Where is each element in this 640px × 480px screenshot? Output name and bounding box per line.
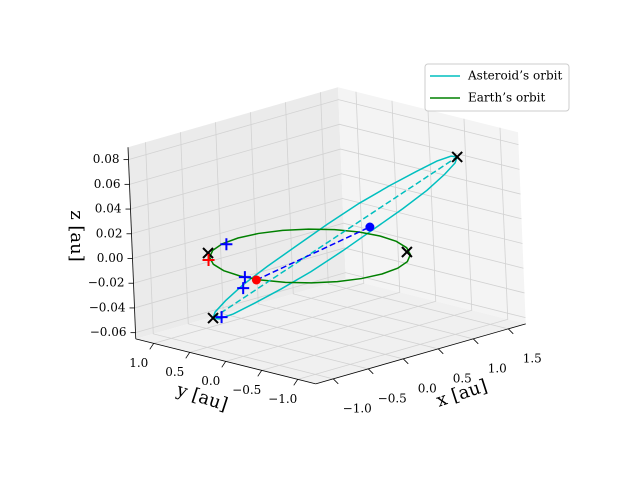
grid-line xyxy=(135,272,526,334)
x-tick xyxy=(472,338,479,345)
point-marker xyxy=(202,254,215,266)
plot-area: −1.0 −0.5 0.0 0.5 1.0 1.5 1.0 0.5 0.0 −0.5 −1.0 −0.… xyxy=(88,87,542,415)
dashed-line xyxy=(212,156,458,319)
z-axis-label: z [au] xyxy=(66,210,87,262)
point-marker xyxy=(215,311,228,324)
grid-line xyxy=(132,198,523,259)
x-tick xyxy=(437,348,444,355)
grid-line xyxy=(250,112,439,350)
x-tick-label: −1.0 xyxy=(343,401,372,415)
z-tick-label: 0.08 xyxy=(93,152,120,166)
x-tick-label: −0.5 xyxy=(378,391,407,405)
grid-line xyxy=(297,127,509,380)
x-tick-label: 0.5 xyxy=(453,371,472,385)
y-tick xyxy=(257,370,263,377)
point-marker xyxy=(238,271,251,284)
point-marker xyxy=(251,275,261,285)
x-axis-line xyxy=(315,323,526,385)
y-axis-line xyxy=(135,338,316,385)
grid-line xyxy=(145,142,334,380)
legend-label: Asteroid’s orbit xyxy=(467,69,562,83)
x-tick-label: 1.5 xyxy=(523,351,542,365)
grid-line xyxy=(189,100,401,353)
x-tick xyxy=(507,328,514,335)
y-tick-label: 0.0 xyxy=(201,374,220,388)
grid-line xyxy=(128,99,519,161)
z-tick-label: 0.02 xyxy=(96,226,123,240)
point-marker xyxy=(365,222,375,232)
point-marker xyxy=(202,247,214,259)
z-tick-label: 0.06 xyxy=(94,177,121,191)
z-tick-label: 0.00 xyxy=(97,251,124,265)
y-tick xyxy=(185,352,191,359)
y-tick xyxy=(293,379,299,386)
x-tick-label: 0.0 xyxy=(418,381,437,395)
point-marker xyxy=(207,312,219,324)
point-marker xyxy=(401,246,413,258)
x-tick xyxy=(402,358,409,365)
y-tick-label: −0.5 xyxy=(232,383,261,397)
grid-line xyxy=(261,118,473,371)
y-tick-label: 1.0 xyxy=(129,356,148,370)
z-axis-line xyxy=(127,147,137,339)
y-tick xyxy=(149,343,155,350)
grid-line xyxy=(133,222,524,284)
dashed-line xyxy=(256,226,371,281)
grid-line xyxy=(130,148,521,210)
z-tick-label: −0.02 xyxy=(88,276,125,290)
legend-label: Earth’s orbit xyxy=(468,91,545,105)
point-marker xyxy=(237,282,250,295)
y-tick-label: 0.5 xyxy=(165,365,184,379)
z-tick-label: −0.06 xyxy=(90,325,127,339)
x-tick-label: 1.0 xyxy=(488,361,507,375)
point-marker xyxy=(451,151,463,163)
z-tick-label: −0.04 xyxy=(89,300,126,314)
legend-box xyxy=(424,63,570,112)
z-tick-label: 0.04 xyxy=(95,202,122,216)
orbit-line xyxy=(208,228,412,284)
point-marker xyxy=(220,238,233,251)
grid-line xyxy=(153,91,365,344)
y-tick-label: −1.0 xyxy=(268,392,297,406)
x-tick xyxy=(367,368,374,375)
grid-line xyxy=(134,247,525,309)
grid-line xyxy=(131,173,522,235)
pane xyxy=(128,87,346,339)
grid-line xyxy=(180,132,369,370)
grid-line xyxy=(285,102,474,340)
grid-line xyxy=(320,92,509,330)
grid-line xyxy=(215,122,404,360)
x-tick xyxy=(332,378,339,385)
y-tick xyxy=(221,361,227,368)
